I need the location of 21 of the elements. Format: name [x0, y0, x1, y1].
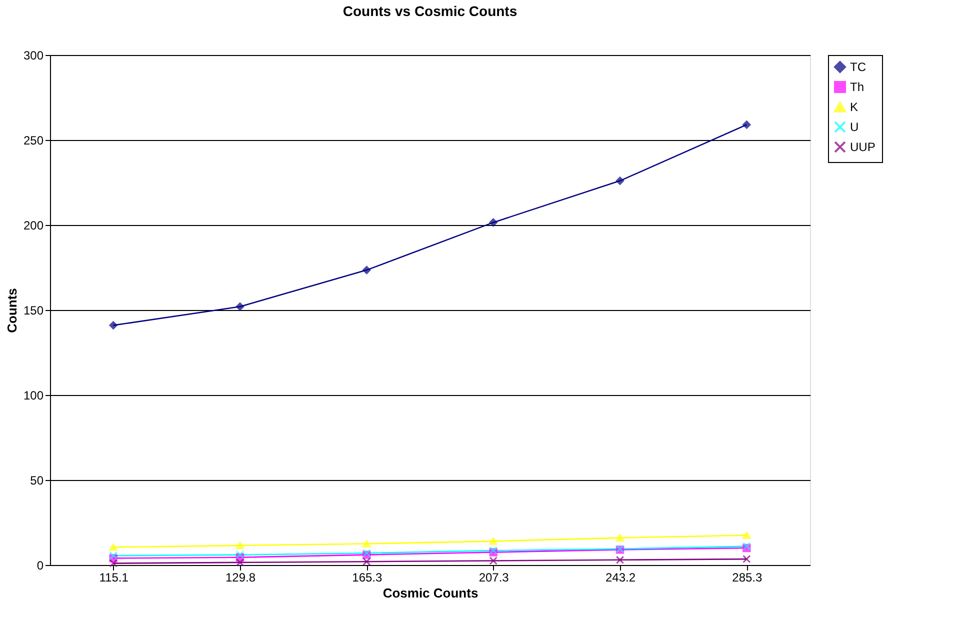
x-tick-label: 129.8: [225, 570, 256, 584]
x-tick-label: 115.1: [99, 570, 129, 584]
x-axis-title: Cosmic Counts: [382, 586, 478, 600]
y-tick-label: 0: [36, 558, 44, 572]
x-tick-label: 243.2: [605, 570, 636, 584]
y-tick-label: 250: [23, 134, 44, 148]
x-tick-label: 207.3: [478, 570, 510, 584]
y-tick-label: 200: [23, 218, 44, 232]
legend-label: U: [850, 120, 859, 134]
y-axis-title: Counts: [4, 288, 20, 333]
x-tick-label: 285.3: [732, 570, 763, 584]
x-tick-label: 165.3: [352, 570, 383, 584]
y-tick-label: 300: [23, 48, 44, 62]
y-tick-label: 50: [30, 474, 44, 488]
legend-label: TC: [850, 60, 866, 74]
y-tick-label: 100: [23, 388, 44, 402]
legend-label: K: [850, 100, 858, 114]
legend-label: UUP: [850, 140, 876, 154]
y-tick-label: 150: [23, 304, 44, 318]
legend-label: Th: [850, 80, 864, 94]
chart-title: Counts vs Cosmic Counts: [342, 3, 518, 19]
